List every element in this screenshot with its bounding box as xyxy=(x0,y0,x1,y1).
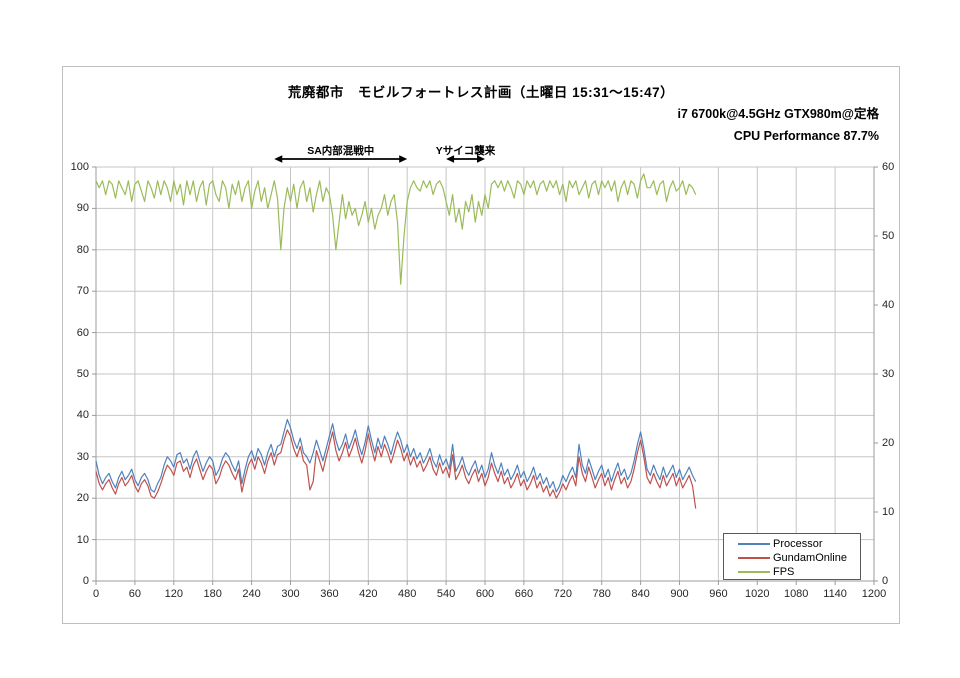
x-tick-label: 1140 xyxy=(823,588,847,600)
right-y-tick-label: 60 xyxy=(882,161,895,173)
left-y-tick-label: 40 xyxy=(76,409,89,422)
arrowhead-right xyxy=(477,155,485,163)
legend-row-processor: Processor xyxy=(738,537,860,551)
x-tick-label: 1080 xyxy=(783,588,809,600)
x-tick-label: 60 xyxy=(128,588,142,600)
left-y-tick-label: 100 xyxy=(70,161,89,173)
left-y-tick-label: 60 xyxy=(76,326,89,339)
x-tick-label: 840 xyxy=(631,588,650,600)
arrowhead-right xyxy=(399,155,408,163)
x-tick-label: 420 xyxy=(359,588,378,600)
legend-row-fps: FPS xyxy=(738,565,860,579)
legend-row-gundamonline: GundamOnline xyxy=(738,551,860,565)
x-tick-label: 780 xyxy=(592,588,611,600)
series-line-processor xyxy=(95,418,697,493)
chart-legend: Processor GundamOnline FPS xyxy=(723,533,861,580)
legend-label-fps: FPS xyxy=(773,566,795,578)
x-tick-label: 240 xyxy=(242,588,261,600)
x-tick-label: 960 xyxy=(709,588,728,600)
right-y-tick-label: 0 xyxy=(882,575,889,587)
fps-line-swatch xyxy=(738,571,770,573)
x-tick-label: 660 xyxy=(514,588,534,600)
annotation-label-psycho: Yサイコ襲来 xyxy=(435,145,496,157)
x-tick-label: 1200 xyxy=(861,588,887,600)
legend-label-processor: Processor xyxy=(773,538,823,550)
chart-subtitle: i7 6700k@4.5GHz GTX980m@定格 CPU Performan… xyxy=(677,103,879,147)
right-y-tick-label: 20 xyxy=(882,437,895,449)
left-y-tick-label: 50 xyxy=(76,368,89,380)
x-tick-label: 300 xyxy=(281,588,300,600)
chart-title: 荒廃都市 モビルフォートレス計画（土曜日 15:31〜15:47） xyxy=(287,85,675,100)
chart-frame: 荒廃都市 モビルフォートレス計画（土曜日 15:31〜15:47） i7 670… xyxy=(62,66,900,624)
left-y-tick-label: 20 xyxy=(76,492,89,505)
series-line-gundamonline xyxy=(95,429,697,509)
subtitle-cpu-performance: CPU Performance 87.7% xyxy=(733,129,879,143)
processor-line-swatch xyxy=(738,543,770,545)
x-tick-label: 480 xyxy=(398,588,417,600)
x-tick-label: 900 xyxy=(670,588,689,600)
left-y-tick-label: 30 xyxy=(76,450,89,463)
x-tick-label: 120 xyxy=(164,588,183,600)
chart-plot-area xyxy=(92,155,878,585)
right-y-tick-label: 10 xyxy=(882,506,895,518)
x-tick-label: 180 xyxy=(203,588,222,600)
left-y-tick-label: 90 xyxy=(76,202,89,215)
arrowhead-left xyxy=(274,155,283,163)
x-tick-label: 1020 xyxy=(745,588,770,600)
left-y-tick-label: 10 xyxy=(76,533,89,546)
x-tick-label: 360 xyxy=(320,588,339,600)
x-tick-label: 720 xyxy=(553,588,572,600)
right-y-tick-label: 40 xyxy=(882,299,895,311)
gundamonline-line-swatch xyxy=(738,557,770,559)
right-y-tick-label: 30 xyxy=(882,368,895,380)
annotation-label-sa-melee: SA内部混戦中 xyxy=(307,145,375,157)
left-y-tick-label: 70 xyxy=(76,285,89,298)
right-y-tick-label: 50 xyxy=(882,230,895,242)
left-y-tick-label: 80 xyxy=(76,243,89,256)
x-tick-label: 0 xyxy=(92,588,100,600)
arrowhead-left xyxy=(446,155,455,163)
subtitle-hardware: i7 6700k@4.5GHz GTX980m@定格 xyxy=(677,107,879,121)
legend-label-gundamonline: GundamOnline xyxy=(773,552,847,564)
x-tick-label: 540 xyxy=(436,588,456,600)
x-tick-label: 600 xyxy=(475,588,495,600)
series-line-fps xyxy=(95,173,697,285)
left-y-tick-label: 0 xyxy=(82,575,89,587)
